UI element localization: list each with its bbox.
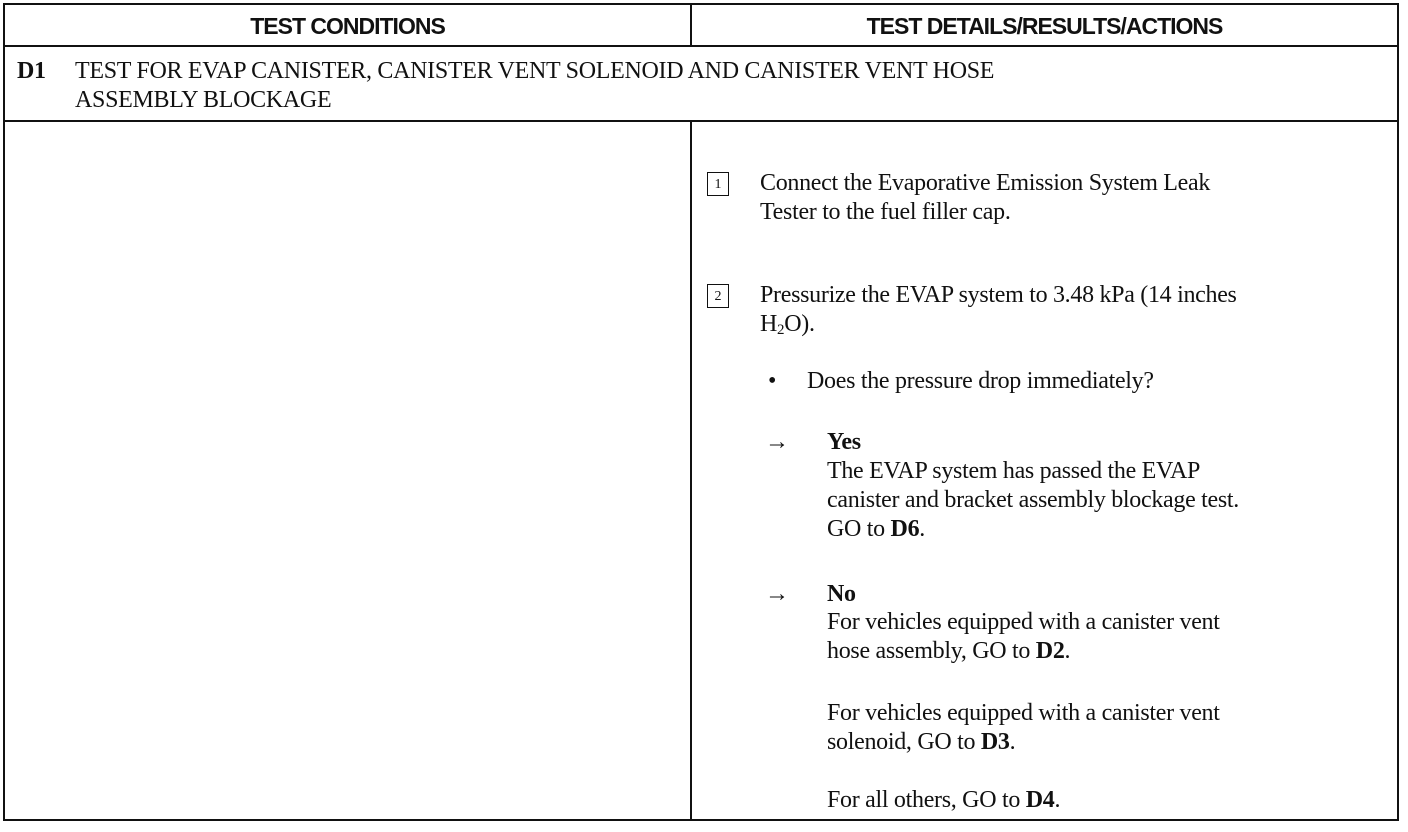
header-divider — [5, 45, 1397, 47]
diagnostic-table: TEST CONDITIONS TEST DETAILS/RESULTS/ACT… — [3, 3, 1399, 821]
no-text: For all others, GO to D4. — [827, 787, 1061, 813]
step-text: Pressurize the EVAP system to 3.48 kPa (… — [760, 282, 1237, 308]
step-number-box: 1 — [707, 172, 729, 196]
arrow-icon: → — [765, 429, 789, 455]
yes-text: canister and bracket assembly blockage t… — [827, 487, 1239, 513]
section-divider — [5, 120, 1397, 122]
goto-d6-link: D6 — [890, 516, 920, 542]
arrow-icon: → — [765, 581, 789, 607]
step-text: H2O). — [760, 311, 815, 338]
goto-d2-link: D2 — [1035, 638, 1065, 664]
no-text: hose assembly, GO to D2. — [827, 638, 1071, 664]
no-text: solenoid, GO to D3. — [827, 729, 1016, 755]
section-title-line1: TEST FOR EVAP CANISTER, CANISTER VENT SO… — [75, 58, 995, 84]
step-text: Connect the Evaporative Emission System … — [760, 170, 1211, 196]
step-number-box: 2 — [707, 284, 729, 308]
section-id: D1 — [17, 58, 46, 84]
step-text: Tester to the fuel filler cap. — [760, 199, 1011, 225]
goto-d4-link: D4 — [1025, 787, 1055, 813]
bullet-icon: • — [768, 368, 777, 394]
no-label: No — [827, 581, 856, 607]
column-divider-body — [690, 120, 692, 819]
yes-text: The EVAP system has passed the EVAP — [827, 458, 1201, 484]
header-test-details: TEST DETAILS/RESULTS/ACTIONS — [866, 13, 1224, 39]
question-text: Does the pressure drop immediately? — [807, 368, 1154, 394]
no-text: For vehicles equipped with a canister ve… — [827, 609, 1220, 635]
header-test-conditions: TEST CONDITIONS — [250, 13, 446, 39]
yes-label: Yes — [827, 429, 861, 455]
section-title-line2: ASSEMBLY BLOCKAGE — [75, 87, 332, 113]
yes-text: GO to D6. — [827, 516, 925, 542]
column-divider-header — [690, 5, 692, 45]
no-text: For vehicles equipped with a canister ve… — [827, 700, 1220, 726]
goto-d3-link: D3 — [980, 729, 1010, 755]
